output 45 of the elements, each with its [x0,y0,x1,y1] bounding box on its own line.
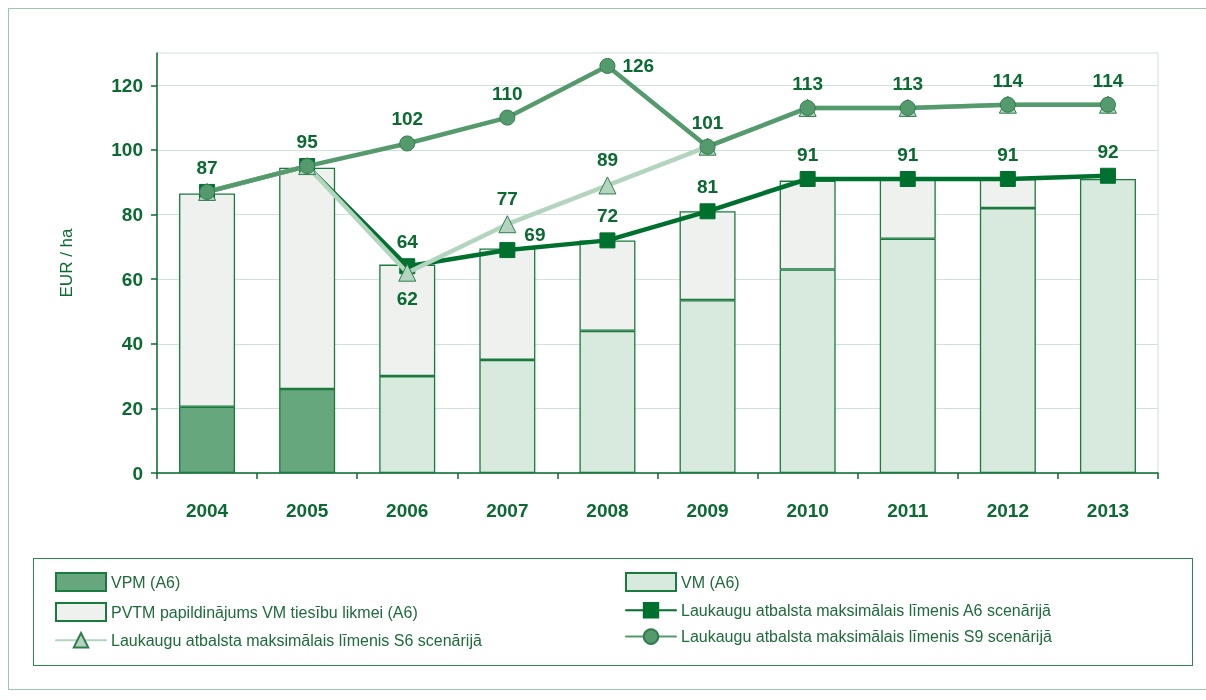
y-tick-label: 120 [111,74,143,96]
x-tick-label: 2004 [185,500,229,521]
data-label: 91 [997,144,1019,165]
data-label: 91 [797,144,819,165]
legend-label: VM (A6) [681,573,740,591]
data-label: 69 [524,223,546,245]
y-axis-title: EUR / ha [57,227,76,298]
data-label: 113 [792,72,823,94]
legend-label: VPM (A6) [111,573,181,591]
legend-label: Laukaugu atbalsta maksimālais līmenis A6 scenārijā [681,601,1052,619]
data-label: 62 [396,287,418,309]
y-tick-label: 40 [121,333,143,355]
data-label: 64 [396,231,419,253]
x-tick-label: 2011 [887,500,929,521]
legend-label: PVTM papildinājums VM tiesību likmei (A6) [111,603,418,621]
data-label: 102 [391,108,424,130]
data-label: 87 [196,156,218,178]
x-tick-label: 2008 [586,500,629,521]
y-tick-label: 20 [121,397,143,419]
data-label: 110 [492,82,523,104]
data-label: 114 [1092,69,1124,91]
y-tick-label: 0 [132,462,143,484]
data-label: 114 [992,69,1024,91]
x-tick-label: 2009 [686,500,729,521]
x-tick-label: 2005 [286,500,329,521]
data-label: 92 [1097,140,1119,162]
data-label: 95 [296,131,319,153]
data-label: 81 [696,176,719,198]
data-label: 77 [496,188,518,210]
data-label: 126 [622,55,655,77]
legend-label: Laukaugu atbalsta maksimālais līmenis S9 scenārijā [681,628,1052,646]
data-label: 113 [892,72,924,94]
data-label: 101 [691,111,724,133]
data-label: 72 [596,205,619,227]
x-tick-label: 2007 [486,500,529,521]
x-tick-label: 2012 [986,500,1029,521]
legend-label: Laukaugu atbalsta maksimālais līmenis S6 scenārijā [111,631,482,649]
x-tick-label: 2013 [1086,500,1130,521]
x-tick-label: 2010 [786,500,829,521]
y-tick-label: 60 [121,268,143,290]
y-tick-label: 100 [111,139,143,161]
x-tick-label: 2006 [386,500,429,521]
data-label: 89 [596,149,619,171]
data-label: 91 [897,144,919,165]
y-tick-label: 80 [121,204,143,226]
